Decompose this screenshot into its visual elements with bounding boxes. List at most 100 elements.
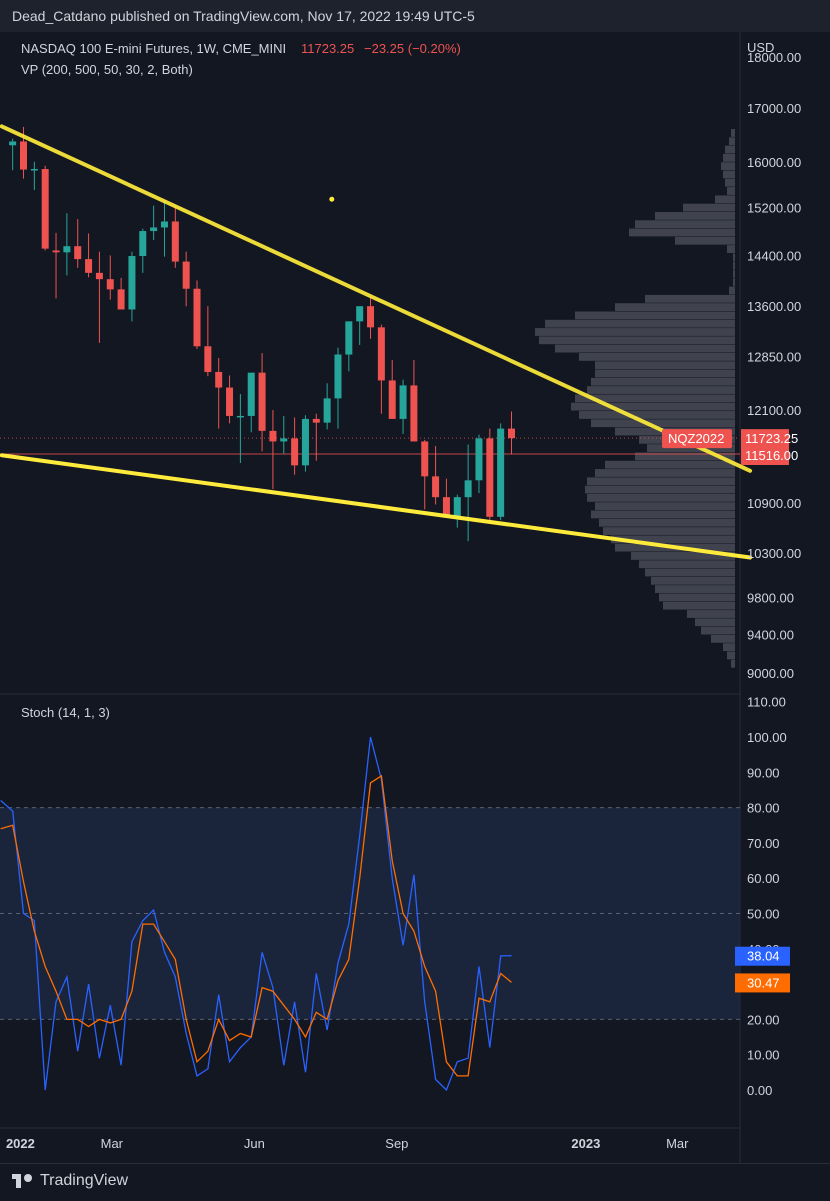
- stoch-tick-label: 80.00: [747, 801, 780, 816]
- volume-profile-bar: [635, 220, 735, 229]
- price-tick-label: 12100.00: [747, 403, 801, 418]
- volume-profile-bar: [631, 552, 735, 560]
- tradingview-brand[interactable]: TradingView: [12, 1172, 128, 1190]
- volume-profile-bar: [651, 576, 735, 585]
- stoch-tick-label: 100.00: [747, 730, 787, 745]
- candle-body: [226, 387, 234, 416]
- candle-body: [464, 480, 472, 498]
- upper-trendline: [0, 124, 753, 473]
- price-tick-label: 18000.00: [747, 50, 801, 65]
- stoch-k-value: 38.04: [747, 949, 780, 964]
- volume-profile-bar: [655, 585, 735, 594]
- volume-profile-bar: [571, 402, 735, 411]
- candle-body: [432, 476, 440, 498]
- candle-body: [247, 372, 255, 416]
- price-tick-label: 10300.00: [747, 546, 801, 561]
- candle-body: [117, 289, 125, 310]
- price-tick-label: 15200.00: [747, 200, 801, 215]
- volume-profile-bar: [595, 469, 735, 477]
- brand-name: TradingView: [40, 1172, 129, 1189]
- volume-profile-bar: [599, 518, 735, 527]
- last-price-tag: 11723.25: [745, 431, 798, 446]
- trendline-marker-dot: [329, 196, 335, 202]
- candle-body: [74, 246, 82, 260]
- volume-profile-bar: [603, 527, 735, 535]
- lower-trendline: [0, 453, 753, 560]
- stoch-tick-label: 90.00: [747, 765, 780, 780]
- volume-profile-bar: [611, 535, 735, 544]
- tradingview-logo-icon: [12, 1174, 34, 1188]
- candle-body: [204, 346, 212, 372]
- stoch-k-tag-bg: [735, 946, 790, 966]
- volume-profile-bar: [675, 236, 735, 245]
- time-tick-label: Mar: [101, 1136, 124, 1151]
- price-tick-label: 9000.00: [747, 666, 794, 681]
- price-tick-label: 12850.00: [747, 350, 801, 365]
- volume-profile-bar: [723, 170, 735, 179]
- candle-body: [475, 438, 483, 481]
- volume-profile-bar: [585, 485, 735, 494]
- price-tick-label: 9400.00: [747, 627, 794, 642]
- currency-label: USD: [747, 40, 774, 55]
- volume-profile-bar: [615, 303, 735, 312]
- stoch-tick-label: 60.00: [747, 871, 780, 886]
- volume-profile-bar: [733, 278, 735, 287]
- last-price-tag-bg: [741, 429, 789, 449]
- volume-profile-bar: [645, 294, 735, 303]
- candle-body: [323, 398, 331, 423]
- level-tag-bg: [741, 446, 789, 466]
- candle-body: [30, 169, 38, 171]
- volume-profile-bar: [663, 601, 735, 610]
- candle-body: [486, 438, 494, 517]
- volume-profile-bar: [695, 618, 735, 627]
- volume-profile-bar: [545, 319, 735, 328]
- candle-body: [508, 428, 515, 439]
- time-tick-label: Jun: [244, 1136, 265, 1151]
- volume-profile-bar: [645, 568, 735, 577]
- candle-body: [160, 221, 168, 228]
- volume-profile-bar: [733, 261, 735, 270]
- candle-body: [20, 141, 27, 170]
- stoch-tick-label: 110.00: [747, 695, 786, 710]
- candle-body: [421, 441, 429, 477]
- candle-body: [193, 288, 201, 347]
- candle-body: [301, 418, 309, 466]
- time-tick-label: 2022: [6, 1136, 35, 1151]
- stoch-tick-label: 50.00: [747, 907, 780, 922]
- last-price-label: 11723.25: [301, 41, 354, 56]
- symbol-tag-label: NQZ2022: [668, 431, 724, 446]
- volume-profile-bar: [729, 137, 735, 146]
- volume-profile-bar: [727, 245, 735, 253]
- volume-profile-bar: [575, 311, 735, 320]
- volume-profile-bar: [635, 452, 735, 461]
- volume-profile-bar: [587, 477, 735, 486]
- candle-body: [63, 246, 71, 253]
- price-tick-label: 13600.00: [747, 299, 801, 314]
- candles: [9, 126, 515, 542]
- price-tick-label: 14400.00: [747, 248, 801, 263]
- candle-body: [312, 418, 320, 423]
- chart-area[interactable]: NASDAQ 100 E-mini Futures, 1W, CME_MINI 1…: [0, 32, 830, 1163]
- price-tick-label: 17000.00: [747, 101, 801, 116]
- volume-profile-bar: [629, 228, 735, 237]
- volume-profile-bar: [729, 286, 735, 295]
- candle-body: [410, 385, 418, 442]
- price-tick-label: 10900.00: [747, 496, 801, 511]
- volume-profile-bar: [605, 460, 735, 469]
- candle-body: [41, 169, 49, 249]
- price-tick-label: 9800.00: [747, 590, 794, 605]
- volume-profile-bar: [711, 634, 735, 643]
- candle-body: [388, 380, 396, 419]
- candle-body: [128, 256, 136, 310]
- candle-body: [377, 327, 385, 381]
- volume-profile-bar: [721, 162, 735, 171]
- volume-profile-bar: [575, 394, 735, 403]
- candle-body: [150, 227, 158, 232]
- volume-profile-bar: [595, 369, 735, 378]
- candle-body: [106, 279, 114, 290]
- publisher-bar: Dead_Catdano published on TradingView.co…: [0, 0, 830, 32]
- stoch-tick-label: 0.00: [747, 1083, 772, 1098]
- volume-profile-bar: [701, 626, 735, 635]
- volume-profile-bar: [725, 145, 735, 154]
- candle-body: [280, 438, 288, 442]
